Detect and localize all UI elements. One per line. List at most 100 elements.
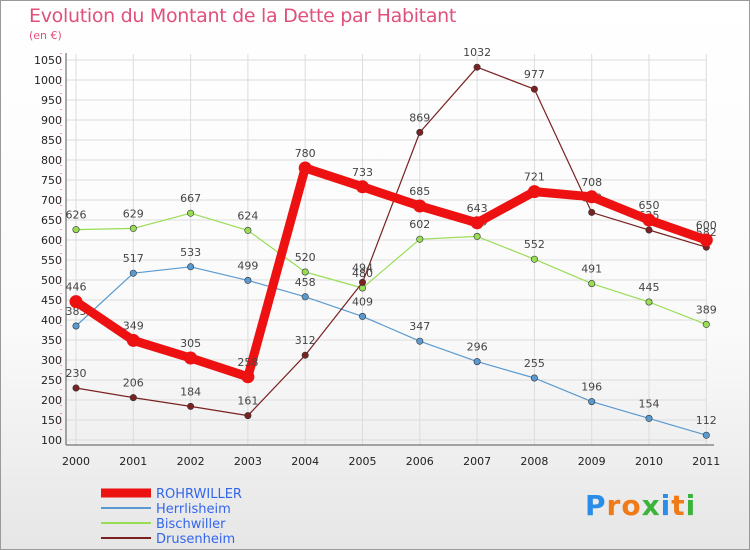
data-point	[702, 431, 710, 439]
x-tick-label: 2006	[406, 455, 434, 468]
y-tick-label: 600	[41, 234, 62, 247]
data-point	[72, 322, 80, 330]
legend-label: Herrlisheim	[156, 502, 231, 517]
data-label: 624	[237, 209, 258, 222]
data-point	[184, 351, 198, 365]
x-tick-label: 2003	[234, 455, 262, 468]
data-point	[126, 333, 140, 347]
data-point	[588, 398, 596, 406]
data-point	[645, 226, 653, 234]
y-tick-label: 100	[41, 434, 62, 447]
series-line-herrlisheim	[75, 266, 707, 436]
data-point	[642, 213, 656, 227]
data-point	[530, 85, 538, 93]
y-tick-label: 300	[41, 354, 62, 367]
logo-letter: x	[641, 489, 661, 522]
data-label: 977	[524, 68, 545, 81]
data-point	[244, 226, 252, 234]
y-tick-label: 850	[41, 134, 62, 147]
data-point	[358, 312, 366, 320]
data-point	[645, 298, 653, 306]
data-label: 1032	[463, 46, 491, 59]
data-label: 154	[639, 397, 660, 410]
data-label: 305	[180, 337, 201, 350]
data-label: 161	[237, 395, 258, 408]
data-label: 230	[66, 367, 87, 380]
series-line-bischwiller	[75, 212, 707, 325]
logo-letter: t	[671, 489, 686, 522]
data-point	[416, 128, 424, 136]
y-tick-label: 200	[41, 394, 62, 407]
x-tick-label: 2008	[520, 455, 548, 468]
chart-subtitle: (en €)	[29, 29, 62, 42]
data-point	[699, 233, 713, 247]
data-point	[187, 263, 195, 271]
data-point	[69, 295, 83, 309]
data-label: 650	[639, 199, 660, 212]
data-label: 499	[237, 259, 258, 272]
data-label: 184	[180, 385, 201, 398]
data-label: 258	[237, 356, 258, 369]
data-point	[473, 358, 481, 366]
x-tick-label: 2011	[692, 455, 720, 468]
y-tick-label: 1000	[34, 74, 62, 87]
data-point	[416, 235, 424, 243]
data-point	[129, 394, 137, 402]
logo-letter: i	[660, 489, 672, 522]
data-label: 255	[524, 357, 545, 370]
data-label: 602	[409, 218, 430, 231]
y-tick-label: 450	[41, 294, 62, 307]
x-tick-label: 2000	[62, 455, 90, 468]
y-tick-label: 500	[41, 274, 62, 287]
data-point	[301, 351, 309, 359]
data-label: 491	[581, 263, 602, 276]
data-point	[356, 180, 369, 194]
x-tick-label: 2007	[463, 455, 491, 468]
data-point	[645, 414, 653, 422]
y-tick-label: 400	[41, 314, 62, 327]
data-point	[588, 280, 596, 288]
y-tick-label: 750	[41, 174, 62, 187]
data-label: 708	[581, 176, 602, 189]
x-tick-label: 2009	[578, 455, 606, 468]
y-tick-label: 800	[41, 154, 62, 167]
data-label: 721	[524, 171, 545, 184]
data-label: 517	[123, 252, 144, 265]
data-label: 296	[467, 341, 488, 354]
data-label: 552	[524, 238, 545, 251]
data-label: 869	[409, 111, 430, 124]
data-point	[527, 185, 541, 199]
data-label: 667	[180, 192, 201, 205]
logo-letter: r	[606, 489, 622, 522]
data-point	[187, 402, 195, 410]
data-label: 409	[352, 295, 373, 308]
data-point	[241, 370, 255, 384]
data-point	[358, 278, 366, 286]
proxiti-logo: Proxiti	[585, 489, 696, 522]
data-label: 206	[123, 377, 144, 390]
data-label: 629	[123, 207, 144, 220]
data-point	[585, 190, 599, 204]
legend-label: Drusenheim	[156, 532, 235, 547]
data-label: 685	[409, 185, 430, 198]
data-label: 312	[295, 334, 316, 347]
data-point	[298, 161, 312, 175]
data-label: 389	[696, 303, 717, 316]
data-label: 112	[696, 414, 717, 427]
y-tick-label: 150	[41, 414, 62, 427]
chart-title: Evolution du Montant de la Dette par Hab…	[29, 5, 457, 27]
data-point	[244, 412, 252, 420]
data-label: 494	[352, 261, 373, 274]
data-point	[301, 268, 309, 276]
y-tick-label: 700	[41, 194, 62, 207]
data-point	[244, 276, 252, 284]
x-tick-label: 2010	[635, 455, 663, 468]
data-point	[530, 374, 538, 382]
logo-letter: o	[621, 489, 642, 522]
data-point	[72, 384, 80, 392]
y-tick-label: 550	[41, 254, 62, 267]
x-tick-label: 2004	[291, 455, 319, 468]
y-tick-label: 250	[41, 374, 62, 387]
logo-letter: P	[585, 489, 607, 522]
